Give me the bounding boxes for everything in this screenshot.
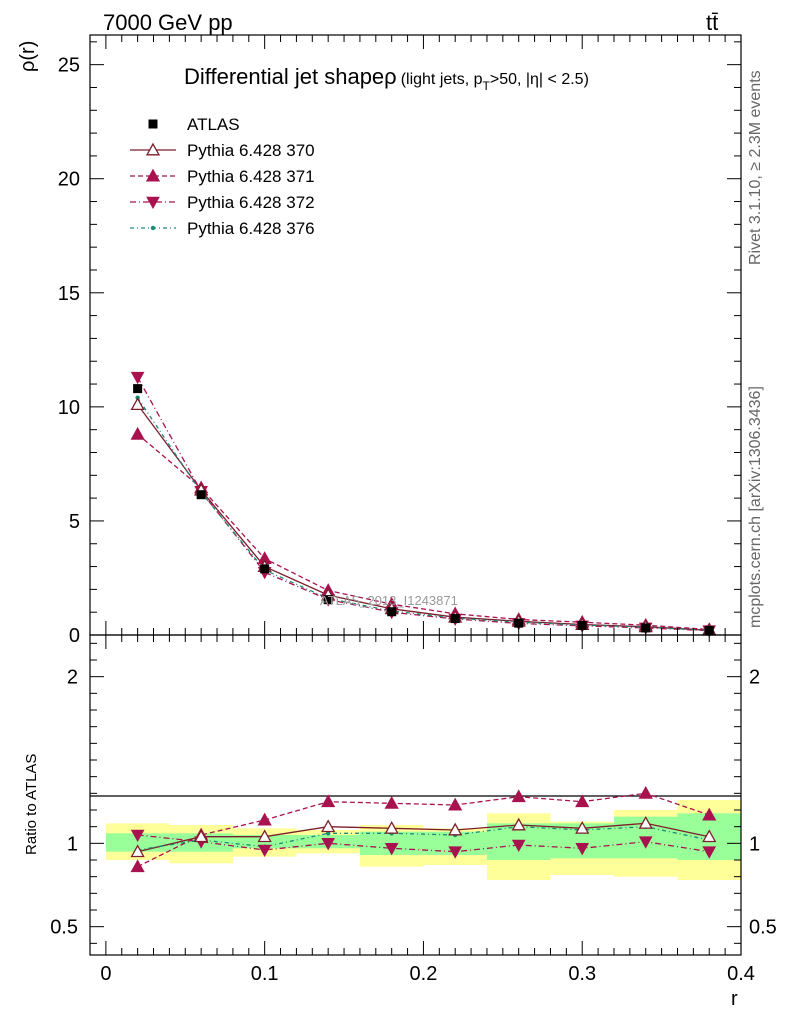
ratio-point-s0-3: Pythia 6.428 370: 1.1 (321, 819, 336, 833)
xtick-label: 0 (100, 963, 111, 985)
ratio-point-s1-8: Pythia 6.428 371: 1.3 (638, 785, 653, 799)
y-axis-label: ρ(r) (17, 41, 39, 72)
ratio-series-line-3 (137, 826, 710, 851)
ratio-point-s0-6: Pythia 6.428 370: 1.11 (511, 817, 526, 831)
main-point-s0-8: ATLAS: 0.31 (641, 623, 651, 633)
ratio-point-s0-0: Pythia 6.428 370: 0.95 (130, 844, 145, 858)
ratio-point-s3-3: Pythia 6.428 376: 1.06 (325, 831, 331, 836)
process-label: tt̄ (706, 10, 718, 35)
main-plot-panel: Pythia 6.428 376: 10.4Pythia 6.428 376: … (17, 34, 742, 647)
legend-marker-0 (148, 119, 158, 129)
plot-title-main: Differential jet shape (184, 64, 384, 89)
ratio-ytick-label-right: 1 (749, 833, 760, 855)
ratio-point-s0-5: Pythia 6.428 370: 1.08 (448, 822, 463, 836)
ratio-ytick-label-right: 2 (749, 667, 760, 689)
ratio-plot-panel: Pythia 6.428 376: 0.96Pythia 6.428 376: … (23, 634, 777, 1010)
energy-label: 7000 GeV pp (103, 10, 233, 35)
rivet-label: Rivet 3.1.10, ≥ 2.3M events (747, 70, 764, 265)
main-point-s0-6: ATLAS: 0.52 (514, 618, 524, 628)
main-point-s0-1: ATLAS: 6.15 (196, 490, 206, 500)
xtick-label: 0.4 (727, 963, 755, 985)
legend-marker-1 (145, 142, 161, 156)
main-ytick-label: 10 (58, 397, 80, 419)
ratio-point-s2-7: Pythia 6.428 372: 0.97 (575, 843, 590, 856)
ratio-point-s2-0: Pythia 6.428 372: 1.05 (130, 829, 145, 843)
legend-label-0: ATLAS (187, 115, 240, 134)
xtick-label: 0.3 (568, 963, 596, 985)
ratio-y-axis-label: Ratio to ATLAS (23, 754, 40, 855)
legend-label-1: Pythia 6.428 370 (187, 141, 315, 160)
ratio-point-s0-7: Pythia 6.428 370: 1.09 (575, 820, 590, 834)
xtick-label: 0.2 (410, 963, 438, 985)
main-ytick-label: 25 (58, 55, 80, 77)
ratio-band-green (423, 831, 487, 855)
ratio-series-line-1 (137, 792, 710, 868)
legend-label-2: Pythia 6.428 371 (187, 167, 315, 186)
legend-label-3: Pythia 6.428 372 (187, 193, 315, 212)
legend: ATLAS Pythia 6.428 370 Pythia 6.428 371 Pyt… (130, 115, 315, 238)
ratio-point-s0-4: Pythia 6.428 370: 1.09 (384, 820, 399, 834)
main-ytick-label: 5 (69, 511, 80, 533)
x-axis-label: r (731, 988, 738, 1010)
ratio-ytick-label: 1 (67, 833, 78, 855)
ratio-point-s0-8: Pythia 6.428 370: 1.12 (638, 815, 653, 829)
ratio-point-s1-3: Pythia 6.428 371: 1.25 (321, 794, 336, 808)
plot-title-cond-a: (light jets, p (401, 71, 483, 88)
ratio-point-s2-9: Pythia 6.428 372: 0.95 (702, 846, 717, 859)
main-series-line-3 (137, 376, 710, 632)
ratio-ytick-label: 2 (67, 667, 78, 689)
ratio-frame (89, 634, 742, 956)
ratio-point-s1-9: Pythia 6.428 371: 1.17 (702, 807, 717, 821)
ratio-point-s0-9: Pythia 6.428 370: 1.04 (702, 829, 717, 843)
main-ytick-label: 0 (69, 625, 80, 647)
ratio-point-s1-0: Pythia 6.428 371: 0.86 (130, 859, 145, 873)
ratio-point-s0-2: Pythia 6.428 370: 1.04 (257, 829, 272, 843)
ratio-point-s1-2: Pythia 6.428 371: 1.14 (257, 812, 272, 826)
ratio-ytick-label-right: 0.5 (749, 917, 777, 939)
main-point-s0-5: ATLAS: 0.72 (450, 614, 460, 624)
ratio-point-s1-7: Pythia 6.428 371: 1.25 (575, 794, 590, 808)
plot-title: Differential jet shapeρ (light jets, pT>5… (184, 64, 589, 93)
legend-marker-4 (150, 225, 156, 231)
ratio-point-s1-4: Pythia 6.428 371: 1.24 (384, 795, 399, 809)
legend-marker-3 (146, 196, 160, 210)
ratio-band-green (105, 833, 170, 852)
main-series-line-2 (137, 433, 710, 631)
ratio-point-s2-5: Pythia 6.428 372: 0.95 (448, 846, 463, 859)
main-point-s0-3: ATLAS: 1.55 (323, 595, 333, 605)
mcplots-label: mcplots.cern.ch [arXiv:1306.3436] (747, 386, 764, 628)
main-point-s0-0: ATLAS: 10.8 (133, 384, 143, 394)
main-point-s3-0: Pythia 6.428 372: 11.3 (130, 371, 145, 385)
ratio-point-s2-3: Pythia 6.428 372: 1 (321, 838, 336, 851)
ratio-point-s1-5: Pythia 6.428 371: 1.23 (448, 797, 463, 811)
main-point-s1-0: Pythia 6.428 370: 10.1 (130, 397, 145, 411)
plot-title-cond-sub: T (483, 79, 491, 93)
main-ytick-label: 20 (58, 169, 80, 191)
main-series-line-1 (137, 404, 710, 631)
ratio-point-s2-2: Pythia 6.428 372: 0.96 (257, 844, 272, 858)
plot-title-cond-b: >50, |η| < 2.5) (490, 71, 589, 88)
ratio-ytick-label: 0.5 (50, 917, 78, 939)
xtick-label: 0.1 (251, 963, 279, 985)
ratio-series-line-0 (137, 822, 710, 853)
main-point-s0-4: ATLAS: 1.02 (387, 607, 397, 617)
ratio-series-line-2 (137, 834, 710, 853)
main-ytick-label: 15 (58, 283, 80, 305)
legend-marker-2 (145, 168, 161, 182)
analysis-watermark: ATLAS_2013_I1243871 (320, 593, 458, 608)
ratio-point-s1-6: Pythia 6.428 371: 1.28 (511, 789, 526, 803)
ratio-point-s2-6: Pythia 6.428 372: 0.99 (511, 839, 526, 853)
main-point-s2-0: Pythia 6.428 371: 8.8 (130, 426, 145, 440)
main-point-s0-2: ATLAS: 2.9 (260, 564, 270, 574)
ratio-point-s0-1: Pythia 6.428 370: 1.04 (194, 829, 209, 843)
ratio-point-s2-4: Pythia 6.428 372: 0.97 (384, 843, 399, 856)
legend-label-4: Pythia 6.428 376 (187, 219, 315, 238)
ratio-point-s2-8: Pythia 6.428 372: 1.01 (638, 836, 653, 849)
plot-title-symbol: ρ (384, 64, 397, 89)
